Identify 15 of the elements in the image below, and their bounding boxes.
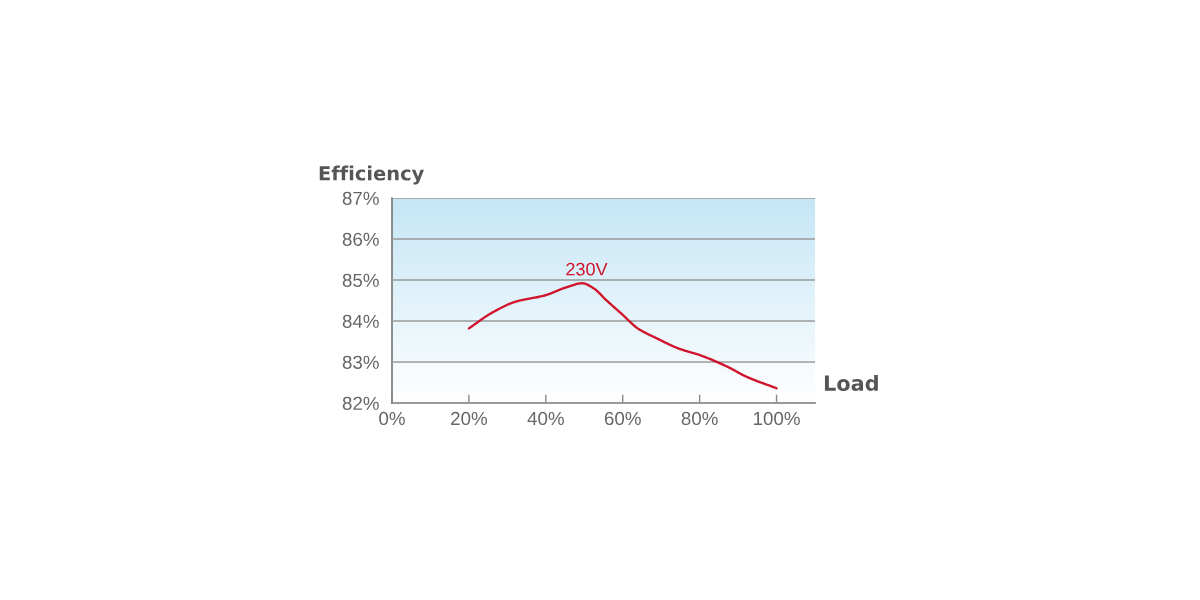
x-tick-label: 80%: [681, 411, 718, 426]
x-tick-label: 40%: [527, 411, 564, 426]
x-tick-label: 20%: [451, 411, 488, 426]
x-tick-label: 60%: [604, 411, 641, 426]
x-tick-label: 0%: [379, 411, 405, 426]
series-label: 230V: [566, 262, 608, 276]
x-axis-title: Load: [824, 374, 878, 391]
y-tick-label: 87%: [342, 191, 379, 205]
y-tick-label: 86%: [342, 232, 379, 246]
y-axis-title: Efficiency: [319, 165, 424, 185]
x-tick-label: 100%: [754, 411, 800, 426]
y-tick-label: 82%: [342, 396, 379, 410]
y-tick-label: 85%: [342, 273, 379, 287]
y-tick-label: 84%: [342, 314, 379, 328]
y-tick-label: 83%: [342, 355, 379, 369]
